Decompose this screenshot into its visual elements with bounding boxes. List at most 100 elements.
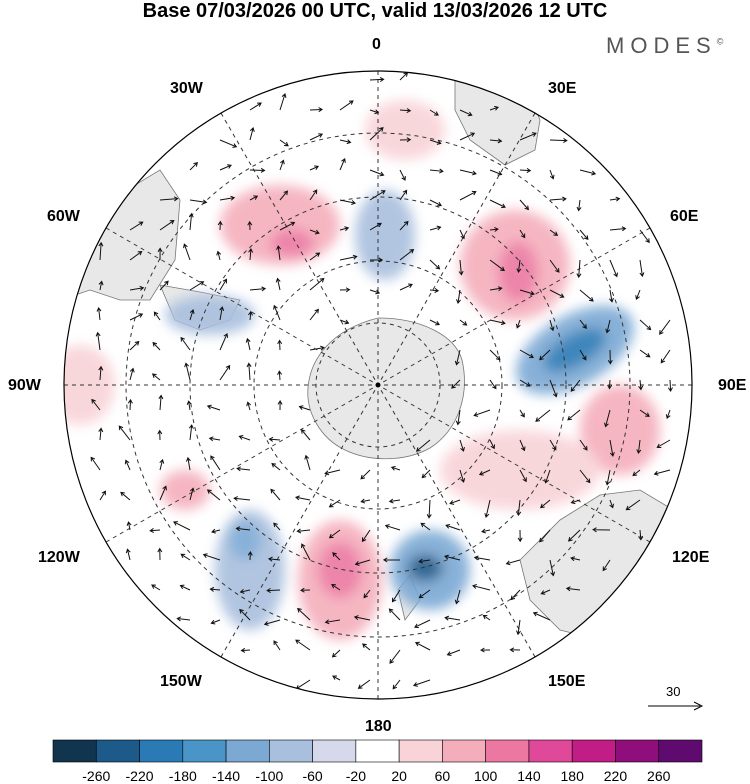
colorbar-tick-label: 140	[517, 768, 541, 784]
colorbar-swatch	[658, 739, 703, 763]
wind-arrow	[382, 557, 401, 563]
wind-arrow	[576, 259, 582, 279]
colorbar-swatch	[139, 739, 184, 763]
wind-arrow	[484, 499, 491, 518]
wind-arrow	[240, 647, 251, 653]
wind-arrow	[505, 559, 521, 566]
wind-arrow	[489, 105, 499, 111]
wind-arrow	[579, 349, 587, 361]
wind-arrow	[388, 608, 401, 621]
wind-arrow	[309, 277, 325, 291]
wind-arrow	[279, 159, 285, 171]
wind-arrow	[605, 319, 611, 334]
wind-arrow	[309, 107, 324, 113]
wind-arrow	[153, 311, 161, 321]
wind-arrow	[489, 439, 496, 450]
wind-arrow	[489, 286, 503, 292]
wind-arrow	[129, 221, 144, 231]
wind-arrow	[515, 319, 521, 329]
wind-arrow	[665, 409, 671, 420]
wind-arrow	[489, 169, 503, 176]
wind-arrow	[519, 409, 525, 418]
wind-arrow	[660, 349, 671, 364]
wind-arrow	[540, 499, 551, 509]
wind-arrow	[369, 77, 385, 82]
wind-arrow	[276, 245, 282, 261]
wind-arrow	[273, 304, 281, 321]
wind-arrow	[332, 675, 341, 681]
wind-arrow	[206, 489, 221, 501]
wind-arrow	[129, 285, 145, 291]
wind-arrow	[415, 439, 431, 452]
wind-arrow	[157, 429, 163, 441]
colorbar-tick-label: -180	[168, 768, 197, 784]
wind-arrow	[277, 339, 283, 351]
wind-arrow	[360, 469, 371, 480]
wind-arrow	[180, 553, 191, 561]
wind-arrow	[478, 469, 491, 476]
wind-arrow	[459, 469, 466, 483]
colorbar-swatch	[355, 739, 400, 763]
wind-arrow	[159, 280, 169, 291]
wind-arrow	[304, 454, 311, 471]
colorbar-tick-label: 180	[560, 768, 584, 784]
wind-arrow	[429, 287, 440, 293]
wind-arrow	[480, 647, 491, 653]
wind-arrow	[473, 555, 491, 561]
wind-arrow	[331, 649, 341, 658]
label-180: 180	[365, 718, 392, 735]
wind-arrow	[236, 466, 251, 472]
colorbar-swatch	[312, 739, 357, 763]
wind-arrow	[609, 259, 618, 278]
wind-arrow	[369, 169, 385, 177]
wind-arrow	[656, 439, 671, 448]
wind-arrow	[120, 491, 131, 501]
wind-arrow	[126, 521, 132, 531]
wind-arrow	[202, 553, 221, 561]
wind-arrow	[390, 465, 401, 471]
wind-arrow	[189, 199, 208, 205]
wind-arrow	[429, 199, 442, 207]
wind-arrow	[353, 615, 371, 621]
wind-arrow	[309, 252, 321, 261]
wind-arrow	[90, 456, 101, 471]
wind-arrow	[399, 137, 412, 143]
wind-arrow	[176, 616, 191, 622]
colorbar-swatch	[485, 739, 530, 763]
wind-arrow	[186, 400, 192, 411]
wind-arrow	[570, 379, 581, 392]
wind-arrow	[414, 641, 431, 651]
wind-arrow	[189, 162, 199, 171]
wind-arrow	[324, 469, 341, 476]
wind-arrow	[277, 370, 283, 381]
wind-arrow	[549, 169, 555, 180]
colorbar-swatch	[182, 739, 227, 763]
wind-arrow	[309, 308, 319, 321]
map-disk	[64, 71, 692, 699]
wind-arrow	[667, 379, 673, 393]
label-150e: 150E	[548, 673, 586, 690]
anomaly-blob	[270, 229, 314, 257]
wind-arrow	[361, 529, 371, 543]
label-120e: 120E	[672, 549, 710, 566]
wind-arrow	[159, 485, 167, 501]
colorbar-swatch	[95, 739, 140, 763]
colorbar-swatch	[269, 739, 313, 763]
wind-arrow	[535, 409, 551, 422]
wind-arrow	[565, 586, 581, 592]
wind-arrow	[459, 132, 476, 141]
wind-arrow	[357, 679, 371, 689]
colorbar-swatch	[528, 739, 573, 763]
wind-arrow	[605, 469, 611, 486]
wind-arrow	[219, 306, 225, 321]
wind-arrow	[653, 469, 671, 476]
wind-arrow	[208, 436, 221, 442]
colorbar-swatch	[398, 739, 443, 763]
chart-title: Base 07/03/2026 00 UTC, valid 13/03/2026…	[142, 0, 608, 22]
wind-arrow	[418, 589, 431, 599]
wind-arrow	[429, 109, 439, 116]
wind-arrow	[157, 547, 163, 561]
colorbar-tick-label: -20	[345, 768, 366, 784]
wind-arrow	[399, 169, 406, 181]
wind-arrow	[266, 587, 281, 593]
